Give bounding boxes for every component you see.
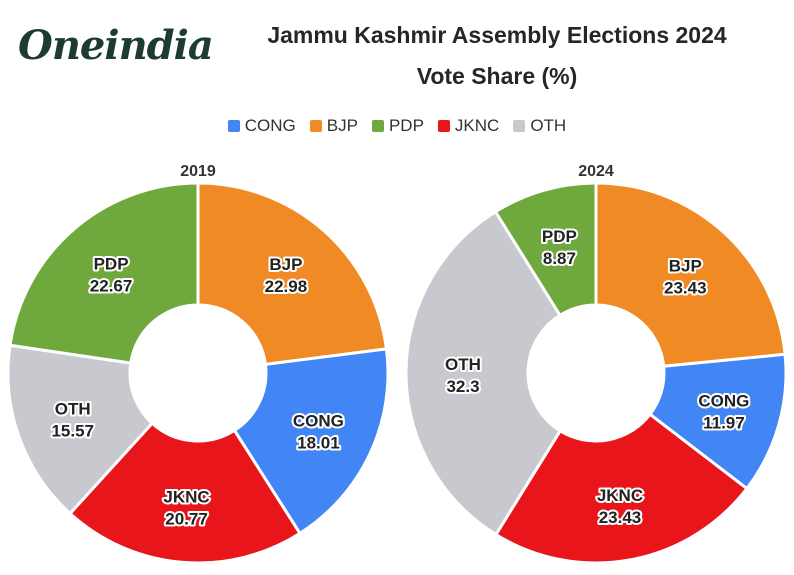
slice-value-cong: 18.01 xyxy=(297,434,340,453)
slice-label-oth: OTH xyxy=(55,400,91,419)
legend-item-pdp: PDP xyxy=(371,116,424,136)
slice-value-bjp: 23.43 xyxy=(664,278,707,297)
slice-value-cong: 11.97 xyxy=(703,413,745,432)
slice-label-bjp: BJP xyxy=(669,256,702,275)
slice-value-jknc: 23.43 xyxy=(599,508,642,527)
legend-label-oth: OTH xyxy=(530,116,567,135)
slice-oth xyxy=(6,343,155,516)
slice-value-bjp: 22.98 xyxy=(265,277,308,296)
slice-jknc xyxy=(67,421,302,565)
legend-swatch-oth xyxy=(513,120,526,132)
slice-pdp xyxy=(493,181,598,318)
legend-item-bjp: BJP xyxy=(309,116,358,136)
oneindia-logo: Oneindia xyxy=(18,22,214,69)
donut-chart-2024: 2024 BJP 23.43 CONG 11.97 JKNC 23.43 OTH 32.3 PDP… xyxy=(404,163,788,565)
donut-title: 2019 xyxy=(180,163,216,180)
slice-bjp xyxy=(196,181,389,367)
legend-item-oth: OTH xyxy=(513,116,566,136)
slice-pdp xyxy=(8,181,200,365)
slice-label-bjp: BJP xyxy=(269,255,302,274)
slice-label-jknc: JKNC xyxy=(163,488,209,507)
chart-title: Jammu Kashmir Assembly Elections 2024 xyxy=(267,22,727,48)
slice-value-oth: 15.57 xyxy=(51,422,94,441)
legend-swatch-bjp xyxy=(309,120,322,132)
slice-value-pdp: 8.87 xyxy=(543,249,576,268)
slice-bjp xyxy=(594,181,787,368)
slice-jknc xyxy=(493,412,749,565)
legend: CONG BJP PDP JKNC OTH xyxy=(0,116,794,136)
legend-swatch-pdp xyxy=(371,120,384,132)
legend-label-jknc: JKNC xyxy=(454,116,500,135)
slice-value-jknc: 20.77 xyxy=(165,510,208,529)
legend-label-bjp: BJP xyxy=(326,116,358,135)
chart-subtitle: Vote Share (%) xyxy=(416,63,578,89)
donut-title: 2024 xyxy=(578,163,614,180)
legend-item-cong: CONG xyxy=(227,116,296,136)
legend-swatch-cong xyxy=(227,120,240,132)
slice-label-cong: CONG xyxy=(293,412,344,431)
slice-label-oth: OTH xyxy=(445,355,481,374)
slice-value-pdp: 22.67 xyxy=(90,276,133,295)
slice-cong xyxy=(647,352,788,491)
slice-label-pdp: PDP xyxy=(542,227,577,246)
legend-label-cong: CONG xyxy=(244,116,296,135)
slice-cong xyxy=(232,347,390,536)
legend-label-pdp: PDP xyxy=(388,116,424,135)
legend-item-jknc: JKNC xyxy=(437,116,500,136)
slice-label-cong: CONG xyxy=(698,391,749,410)
slice-oth xyxy=(404,209,563,537)
legend-swatch-jknc xyxy=(437,120,450,132)
slice-value-oth: 32.3 xyxy=(446,377,479,396)
donut-chart-2019: 2019 BJP 22.98 CONG 18.01 JKNC 20.77 OTH 15.57 PD… xyxy=(6,163,390,565)
slice-label-jknc: JKNC xyxy=(597,486,643,505)
slice-label-pdp: PDP xyxy=(94,254,129,273)
